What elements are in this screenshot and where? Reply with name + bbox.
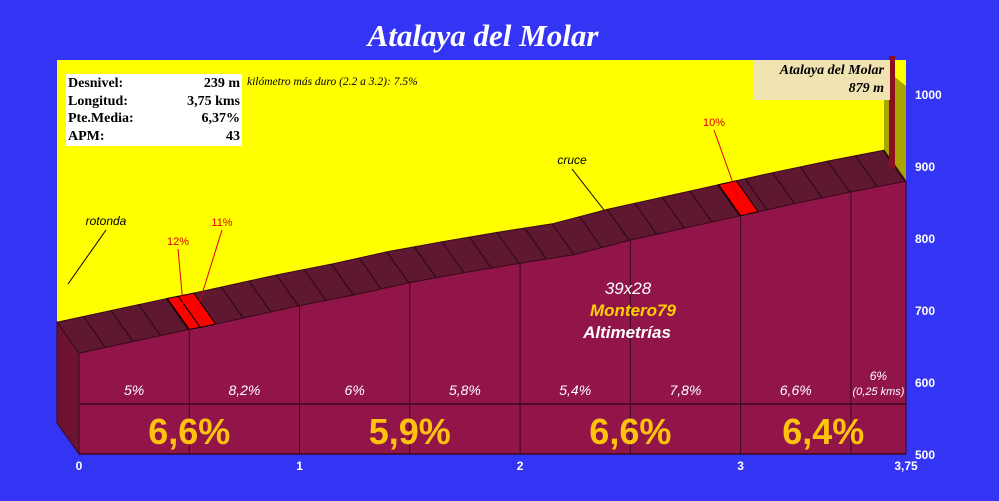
- altitude-label: 831: [724, 0, 744, 3]
- ridge-line: [661, 196, 685, 229]
- ridge-line: [744, 178, 768, 211]
- annotation-text: rotonda: [86, 214, 127, 228]
- half-km-slope-label: 6%: [870, 369, 888, 383]
- ridge-line: [606, 209, 630, 241]
- y-tick-label: 1000: [915, 88, 942, 102]
- x-tick-label: 1: [296, 459, 303, 473]
- half-km-slope-label: 6,6%: [780, 382, 812, 398]
- ridge-line: [83, 316, 106, 348]
- ridge-line: [524, 227, 547, 260]
- km-slope-label: 5,9%: [369, 411, 451, 452]
- ridge-line: [854, 155, 878, 188]
- ridge-line: [772, 172, 796, 204]
- author-label: Montero79: [590, 301, 677, 320]
- ridge-line: [827, 160, 851, 193]
- half-km-slope-label: 5,4%: [559, 382, 591, 398]
- y-tick-label: 600: [915, 376, 935, 390]
- summit-name: Atalaya del Molar: [779, 63, 884, 78]
- stat-row: APM: 43: [68, 128, 240, 146]
- km-slope-label: 6,4%: [782, 411, 864, 452]
- y-tick-label: 800: [915, 232, 935, 246]
- stat-label: APM:: [68, 128, 105, 144]
- profile-layer: [56, 149, 907, 456]
- stats-box: Desnivel: 239 m Longitud: 3,75 kms Pte.M…: [66, 74, 242, 146]
- ridge-line: [358, 257, 382, 290]
- ridge-line: [220, 286, 244, 319]
- y-tick-label: 500: [915, 448, 935, 462]
- stat-value: 6,37%: [201, 111, 241, 126]
- annotation-text: cruce: [557, 153, 587, 167]
- summit-box: Atalaya del Molar 879 m: [754, 60, 890, 100]
- ridge-line: [717, 184, 740, 217]
- ridge-line: [689, 190, 713, 223]
- half-km-slope-label: 8,2%: [228, 382, 260, 398]
- ridge-line: [634, 202, 658, 235]
- half-km-slope-label: 5%: [124, 382, 144, 398]
- grid-layer: [79, 191, 906, 455]
- ridge-line: [468, 236, 492, 269]
- x-tick-label: 3: [737, 459, 744, 473]
- stat-row: Longitud: 3,75 kms: [68, 93, 240, 111]
- ridge-line: [276, 274, 299, 307]
- steep-percent-label: 12%: [167, 236, 189, 248]
- half-km-slope-label: 7,8%: [670, 382, 702, 398]
- y-tick-label: 900: [915, 160, 935, 174]
- steep-leader: [196, 229, 223, 311]
- gear-label: 39x28: [605, 279, 652, 298]
- ridge-line: [496, 232, 520, 264]
- ridge-line: [386, 251, 410, 284]
- stat-row: Desnivel: 239 m: [68, 75, 240, 93]
- ridge-line: [551, 223, 575, 256]
- hardest-km-note: kilómetro más duro (2.2 a 3.2): 7.5%: [247, 76, 418, 88]
- stat-label: Pte.Media:: [68, 111, 134, 126]
- steep-leader: [177, 248, 185, 313]
- km-slope-label: 6,6%: [148, 411, 230, 452]
- x-tick-label: 2: [517, 459, 524, 473]
- stat-value: 239 m: [203, 76, 240, 91]
- site-label: Altimetrías: [582, 323, 671, 342]
- ridge-line: [138, 304, 162, 336]
- stat-row: Pte.Media: 6,37%: [68, 110, 240, 128]
- label-layer: 500 600 700 800 900 1000 0 1 2 3 3,75 5% 8,2% 6% 5,8% 5…: [67, 0, 942, 473]
- altitude-label: 765: [503, 0, 523, 3]
- half-km-slope-sublabel: (0,25 kms): [852, 386, 904, 398]
- ridge-line: [165, 298, 189, 330]
- ridge-line: [441, 241, 465, 274]
- chart-title: Atalaya del Molar: [367, 18, 599, 53]
- x-tick-label: 3,75: [894, 459, 918, 473]
- altitude-label: 706: [283, 0, 303, 3]
- summit-pole: [889, 56, 895, 169]
- half-km-slope-label: 6%: [345, 382, 365, 398]
- ridge-line: [413, 246, 437, 279]
- km-slope-label: 6,6%: [589, 411, 671, 452]
- annotation-leader: [67, 229, 107, 285]
- half-km-slope-label: 5,8%: [449, 382, 481, 398]
- stat-label: Longitud:: [68, 93, 128, 109]
- ridge-line: [303, 269, 327, 301]
- stat-value: 3,75 kms: [187, 93, 240, 109]
- ridge-line: [110, 310, 134, 342]
- steep-percent-label: 10%: [703, 117, 725, 129]
- y-tick-label: 700: [915, 304, 935, 318]
- steep-leader: [713, 129, 739, 199]
- altitude-label: 640: [67, 0, 87, 3]
- ridge-line: [799, 166, 823, 199]
- stat-label: Desnivel:: [68, 76, 124, 91]
- summit-altitude: 879 m: [848, 81, 884, 96]
- stat-value: 43: [226, 128, 240, 144]
- annotation-leader: [571, 168, 605, 211]
- ridge-line: [579, 216, 603, 248]
- steep-percent-label: 11%: [211, 217, 232, 229]
- ridge-line: [248, 280, 272, 313]
- x-tick-label: 0: [76, 459, 83, 473]
- ridge-line: [331, 263, 354, 296]
